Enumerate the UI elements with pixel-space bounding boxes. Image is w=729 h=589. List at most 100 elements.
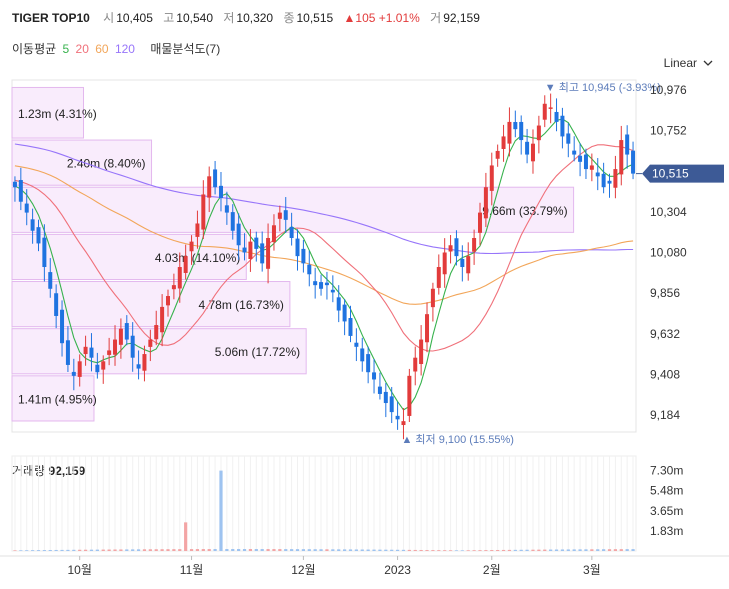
volume-bar (484, 550, 488, 551)
candle-body (113, 339, 118, 355)
candle-body (578, 155, 583, 162)
volume-bar (225, 549, 229, 551)
candle-body (242, 247, 247, 253)
candle-body (89, 347, 94, 358)
volume-bar (325, 549, 329, 551)
candle-body (60, 309, 65, 344)
volume-bar (401, 549, 406, 551)
candle-body (501, 136, 506, 149)
volume-bar (507, 549, 512, 551)
volume-bar (119, 549, 123, 551)
candle-body (218, 185, 223, 199)
candle-body (348, 318, 353, 336)
change-value: ▲105 +1.01% (343, 11, 420, 25)
volume-bar (549, 549, 553, 551)
candle-body (507, 121, 512, 144)
candle-body (224, 205, 229, 213)
scale-selector[interactable]: Linear (664, 56, 713, 70)
volume-bar (560, 549, 565, 551)
volume-bar (496, 549, 500, 551)
y-axis-tick: 9,632 (650, 327, 680, 341)
volume-bar (113, 549, 117, 551)
candle-body (236, 223, 241, 246)
volume-bar (578, 549, 582, 551)
volume-bar (590, 549, 594, 551)
ma-label[interactable]: 이동평균 (12, 42, 57, 56)
quote-header: TIGER TOP10 시 10,405 고 10,540 저 10,320 종 10,… (12, 9, 487, 26)
volume-label: 거 (430, 11, 442, 25)
candle-body (271, 225, 276, 243)
volume-bar (31, 550, 35, 551)
y-axis-tick: 10,304 (650, 205, 687, 219)
volume-bar (207, 549, 211, 551)
volume-bar (213, 549, 217, 551)
volume-bar (42, 550, 46, 551)
candle-body (519, 121, 524, 141)
candle-body (254, 237, 259, 249)
ma120-line (14, 143, 634, 255)
candle-body (401, 421, 406, 426)
volume-bar (348, 549, 353, 551)
candle-body (260, 243, 265, 264)
volume-bar (107, 549, 111, 551)
indicator-legend: 이동평균 5 20 60 120 매물분석도(7) (12, 40, 220, 57)
candle-body (166, 296, 170, 306)
candle-body (383, 391, 388, 404)
candle-body (71, 371, 76, 376)
volume-bar (425, 550, 429, 551)
candle-body (266, 237, 271, 269)
volume-bar (490, 550, 494, 551)
volume-bar (195, 549, 200, 551)
volume-bar (525, 549, 529, 551)
candle-body (554, 111, 559, 122)
volume-bar (48, 550, 52, 551)
volume-bar (448, 550, 453, 551)
low-marker: ▲ 최저 9,100 (15.55%) (401, 433, 513, 446)
volume-bar (166, 549, 170, 551)
volume-profile-bar (11, 375, 95, 422)
candle-body (330, 289, 335, 293)
volume-bar (60, 549, 64, 551)
volume-bar (160, 549, 164, 551)
candle-body (324, 282, 329, 286)
volume-bar (72, 549, 76, 551)
volume-bar (231, 549, 235, 551)
high-label: 고 (163, 11, 175, 25)
candle-body (542, 103, 547, 120)
volume-bar (260, 549, 264, 551)
volume-bar (83, 549, 88, 551)
candle-body (530, 143, 535, 162)
candle-body (483, 187, 488, 219)
volume-profile-label: 4.03m (14.10%) (155, 251, 240, 265)
candle-body (619, 140, 624, 175)
high-marker: ▼ 최고 10,945 (-3.93%) (545, 81, 661, 94)
candle-body (366, 354, 371, 373)
candle-body (342, 304, 347, 322)
volume-bar (36, 550, 41, 551)
ma60-line (14, 165, 634, 305)
volume-title-label: 거래량 (12, 464, 46, 478)
volume-bar (360, 549, 364, 551)
ma5-legend: 5 (62, 42, 70, 56)
candle-body (195, 223, 200, 237)
volume-profile-label: 5.06m (17.72%) (215, 345, 300, 359)
x-axis-tick: 2023 (384, 563, 411, 577)
volume-profile-legend[interactable]: 매물분석도(7) (150, 42, 221, 56)
y-axis-tick: 9,408 (650, 367, 680, 381)
volume-bar (219, 470, 223, 551)
volume-bar (543, 549, 547, 551)
volume-bar (337, 549, 341, 551)
candle-body (160, 306, 165, 333)
candle-body (631, 150, 636, 174)
volume-bar (554, 549, 559, 551)
volume-bar (602, 549, 606, 551)
volume-profile-bar (11, 139, 153, 186)
candle-body (625, 134, 630, 155)
y-axis-tick: 10,976 (650, 83, 687, 97)
candle-body (183, 256, 188, 273)
volume-bar (372, 549, 376, 551)
volume-bar (131, 549, 135, 551)
volume-profile-label: 1.41m (4.95%) (18, 392, 97, 406)
candle-body (154, 325, 159, 340)
